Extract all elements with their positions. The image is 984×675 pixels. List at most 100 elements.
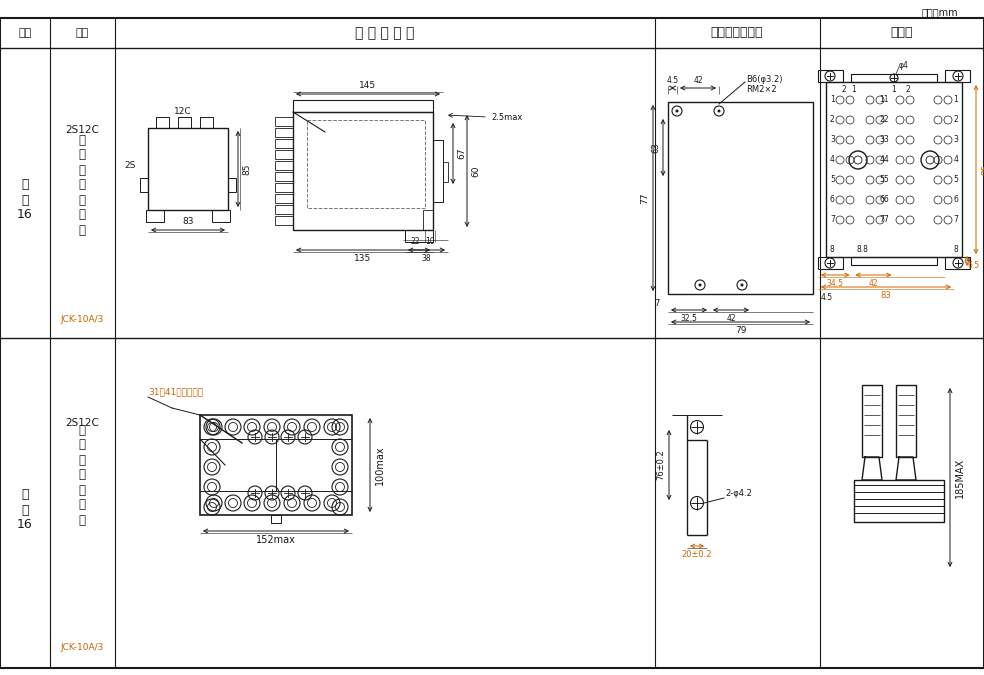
Bar <box>148 128 228 210</box>
Bar <box>293 112 433 230</box>
Text: 2-φ4.2: 2-φ4.2 <box>725 489 752 497</box>
Text: 60: 60 <box>471 165 480 177</box>
Text: 1: 1 <box>851 86 856 94</box>
Bar <box>818 70 843 82</box>
Text: 42: 42 <box>726 314 736 323</box>
Text: 66: 66 <box>879 196 889 205</box>
Bar <box>275 172 293 181</box>
Text: 2S: 2S <box>125 161 136 171</box>
Text: 附
图
16: 附 图 16 <box>17 489 32 531</box>
Bar <box>668 102 813 294</box>
Text: 8.8: 8.8 <box>856 244 868 254</box>
Text: RM2×2: RM2×2 <box>746 86 776 94</box>
Circle shape <box>717 109 720 113</box>
Bar <box>423 210 433 230</box>
Bar <box>818 257 843 269</box>
Text: 44: 44 <box>879 155 889 165</box>
Text: 凸
出
式
板
后
接
线: 凸 出 式 板 后 接 线 <box>79 134 86 236</box>
Text: 38: 38 <box>422 254 431 263</box>
Bar <box>275 161 293 170</box>
Text: 152max: 152max <box>256 535 296 545</box>
Text: 结构: 结构 <box>76 28 89 38</box>
Text: 1: 1 <box>892 86 896 94</box>
Text: JCK-10A/3: JCK-10A/3 <box>60 643 103 653</box>
Text: 8: 8 <box>830 244 834 254</box>
Text: 7: 7 <box>953 215 958 225</box>
Bar <box>433 140 443 202</box>
Text: 42: 42 <box>869 279 879 288</box>
Text: 4.5: 4.5 <box>821 294 833 302</box>
Text: JCK-10A/3: JCK-10A/3 <box>60 315 103 325</box>
Text: 135: 135 <box>354 254 372 263</box>
Text: 20±0.2: 20±0.2 <box>682 550 712 559</box>
Text: 2: 2 <box>830 115 834 124</box>
Bar <box>293 100 433 112</box>
Text: 42: 42 <box>693 76 703 85</box>
Text: 4: 4 <box>830 155 834 165</box>
Text: 4.5: 4.5 <box>666 76 679 85</box>
Text: φ4: φ4 <box>899 61 909 70</box>
Text: 76±0.2: 76±0.2 <box>656 450 665 481</box>
Text: 5: 5 <box>830 176 834 184</box>
Bar <box>851 74 937 82</box>
Bar <box>140 178 148 192</box>
Bar <box>275 117 293 126</box>
Text: 100max: 100max <box>375 446 385 485</box>
Text: 31、41为电流端子: 31、41为电流端子 <box>148 387 203 396</box>
Circle shape <box>699 284 702 286</box>
Text: 2S12C: 2S12C <box>65 125 99 135</box>
Bar <box>896 385 916 457</box>
Text: 2S12C: 2S12C <box>65 418 99 428</box>
Text: 2: 2 <box>841 86 846 94</box>
Text: 2.5max: 2.5max <box>491 113 523 122</box>
Text: 83: 83 <box>881 291 892 300</box>
Text: 33: 33 <box>879 136 889 144</box>
Bar <box>275 139 293 148</box>
Text: B6(φ3.2): B6(φ3.2) <box>746 76 782 84</box>
Text: 4: 4 <box>967 257 971 263</box>
Text: 85: 85 <box>981 164 984 176</box>
Text: 77: 77 <box>879 215 889 225</box>
Text: 12C: 12C <box>174 107 192 117</box>
Text: 3: 3 <box>830 136 834 144</box>
Bar <box>200 415 352 515</box>
Bar <box>178 117 191 128</box>
Text: 22: 22 <box>410 237 420 246</box>
Bar <box>275 183 293 192</box>
Text: 6: 6 <box>953 196 958 205</box>
Text: 安装开孔尺寸图: 安装开孔尺寸图 <box>710 26 764 40</box>
Circle shape <box>675 109 679 113</box>
Bar <box>443 162 448 182</box>
Text: 4: 4 <box>953 155 958 165</box>
Text: 6.5: 6.5 <box>967 261 979 269</box>
Text: 图号: 图号 <box>19 28 31 38</box>
Bar <box>200 117 213 128</box>
Text: 2: 2 <box>905 86 910 94</box>
Bar <box>854 480 944 522</box>
Bar <box>271 515 281 523</box>
Bar <box>307 120 425 208</box>
Bar <box>851 257 937 265</box>
Text: 7: 7 <box>830 215 834 225</box>
Text: 22: 22 <box>880 115 889 124</box>
Text: 55: 55 <box>879 176 889 184</box>
Bar <box>275 194 293 203</box>
Text: 79: 79 <box>735 326 746 335</box>
Text: 1: 1 <box>830 95 834 105</box>
Text: 145: 145 <box>359 81 377 90</box>
Text: 83: 83 <box>182 217 194 226</box>
Text: 5: 5 <box>953 176 958 184</box>
Text: 6: 6 <box>830 196 834 205</box>
Text: 77: 77 <box>640 192 649 204</box>
Text: 185MAX: 185MAX <box>955 458 965 497</box>
Text: 1: 1 <box>953 95 958 105</box>
Text: 85: 85 <box>242 163 251 175</box>
Bar <box>275 216 293 225</box>
Text: 端子图: 端子图 <box>891 26 913 40</box>
Text: 11: 11 <box>880 95 889 105</box>
Text: 63: 63 <box>651 142 660 153</box>
Text: 单位：mm: 单位：mm <box>922 7 958 17</box>
Bar <box>826 82 962 257</box>
Bar <box>156 117 169 128</box>
Text: 32.5: 32.5 <box>681 314 698 323</box>
